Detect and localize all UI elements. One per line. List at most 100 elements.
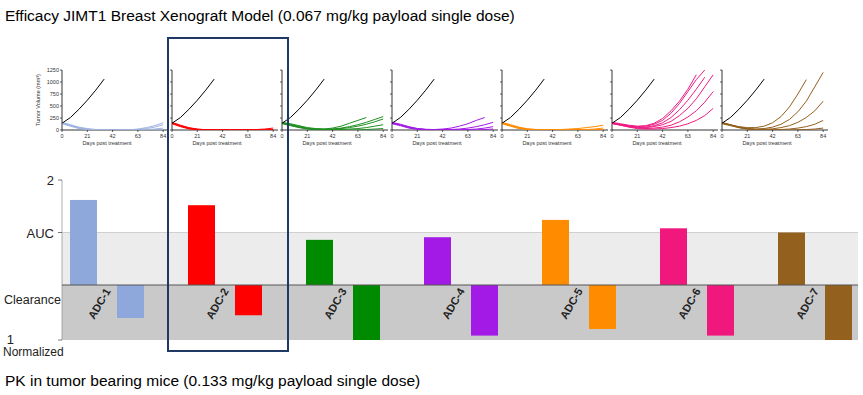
x-tick: [687, 130, 688, 132]
category-label: ADC-6: [676, 286, 703, 321]
y-tick-label: 500: [50, 103, 59, 109]
tumor-line: [502, 123, 603, 130]
y-tick: [610, 118, 612, 119]
x-tick-label: 0: [60, 133, 63, 139]
y2-axis-label: Clearance: [4, 293, 61, 307]
pk-bar-chart: ADC-1ADC-2ADC-3ADC-4ADC-5ADC-6ADC-7AUC21…: [3, 173, 858, 389]
x-tick: [527, 130, 528, 132]
x-tick: [197, 130, 198, 132]
y-tick: [610, 70, 612, 71]
lines: [282, 79, 383, 130]
y-tick-label: 250: [50, 115, 59, 121]
tumor-line: [502, 122, 603, 130]
x-tick: [87, 130, 88, 132]
y-tick: [720, 70, 722, 71]
y-tick: [170, 130, 172, 131]
clearance-bar: [235, 285, 262, 315]
figure-title: Efficacy JIMT1 Breast Xenograft Model (0…: [5, 7, 515, 24]
y-tick: [390, 106, 392, 107]
tumor-line: [282, 123, 383, 130]
x-tick: [417, 130, 418, 132]
tumor-line: [612, 75, 696, 126]
auc-bar: [660, 228, 687, 285]
tumor-line: [172, 123, 273, 130]
tumor-panel: 021426384Days post treatment: [280, 70, 388, 146]
y-tick: [280, 106, 282, 107]
x-tick: [637, 130, 638, 132]
tumor-line: [172, 124, 273, 130]
category-label: ADC-3: [322, 286, 349, 321]
tumor-line: [722, 120, 823, 129]
clearance-band: [62, 285, 858, 340]
y-tick: [280, 130, 282, 131]
y-tick: [60, 106, 62, 107]
y-tick: [500, 70, 502, 71]
category-label: ADC-4: [440, 285, 468, 321]
y-tick: [390, 118, 392, 119]
auc-bar: [70, 200, 97, 285]
x-tick-label: 42: [660, 133, 666, 139]
x-tick-label: 84: [160, 133, 166, 139]
clearance-bar: [589, 285, 616, 329]
y-tick: [720, 82, 722, 83]
y-axis: [722, 70, 723, 130]
lines: [722, 72, 823, 130]
y-tick: [60, 94, 62, 95]
x-tick-label: 0: [280, 133, 283, 139]
y-tick: [170, 94, 172, 95]
tumor-line: [392, 79, 434, 123]
y-tick-label: AUC: [27, 226, 54, 241]
x-tick-label: 84: [380, 133, 386, 139]
x-tick-label: 21: [744, 133, 750, 139]
y-tick: [500, 106, 502, 107]
y-axis: [612, 70, 613, 130]
y-tick: [720, 94, 722, 95]
x-tick: [772, 130, 773, 132]
y-tick: [170, 106, 172, 107]
x-tick-label: 42: [550, 133, 556, 139]
x-tick-label: 42: [220, 133, 226, 139]
y-tick: [280, 94, 282, 95]
auc-band: [62, 233, 858, 286]
x-tick: [383, 130, 384, 132]
x-tick-label: 63: [245, 133, 251, 139]
y-tick-label: 2: [47, 173, 54, 188]
tumor-line: [722, 101, 823, 129]
x-tick-label: 63: [795, 133, 801, 139]
bars: [70, 200, 852, 340]
x-tick: [493, 130, 494, 132]
y-axis-label: Tumor Volume (mm³): [35, 74, 41, 126]
lines: [502, 79, 603, 130]
auc-bar: [542, 220, 569, 285]
clearance-bar: [353, 285, 380, 340]
tumor-panel: 021426384Days post treatment: [720, 70, 828, 146]
zero-line: [62, 284, 858, 285]
y-tick: [58, 232, 62, 233]
x-tick: [442, 130, 443, 132]
x-tick: [662, 130, 663, 132]
tumor-panel: 021426384Days post treatment: [500, 70, 608, 146]
y-tick: [390, 94, 392, 95]
tumor-line: [722, 123, 823, 130]
x-tick-label: 21: [304, 133, 310, 139]
highlight-box: [168, 38, 288, 351]
y2-tick: [58, 340, 62, 341]
y-tick: [500, 130, 502, 131]
category-label: ADC-2: [204, 286, 231, 321]
x-tick-label: 42: [440, 133, 446, 139]
x-tick-label: 84: [600, 133, 606, 139]
x-tick-label: 63: [575, 133, 581, 139]
tumor-line: [722, 80, 806, 128]
x-tick-label: 21: [634, 133, 640, 139]
band-edge: [62, 232, 858, 233]
x-tick-label: 84: [710, 133, 716, 139]
x-axis: [612, 130, 718, 131]
tumor-line: [722, 72, 823, 129]
y-tick: [720, 106, 722, 107]
tumor-line: [282, 117, 383, 130]
x-axis-label: Days post treatment: [412, 140, 462, 146]
y-axis: [282, 70, 283, 130]
tumor-line: [502, 79, 544, 123]
clearance-bar: [825, 285, 852, 340]
tumor-panel: 021426384Days post treatment: [390, 70, 498, 146]
